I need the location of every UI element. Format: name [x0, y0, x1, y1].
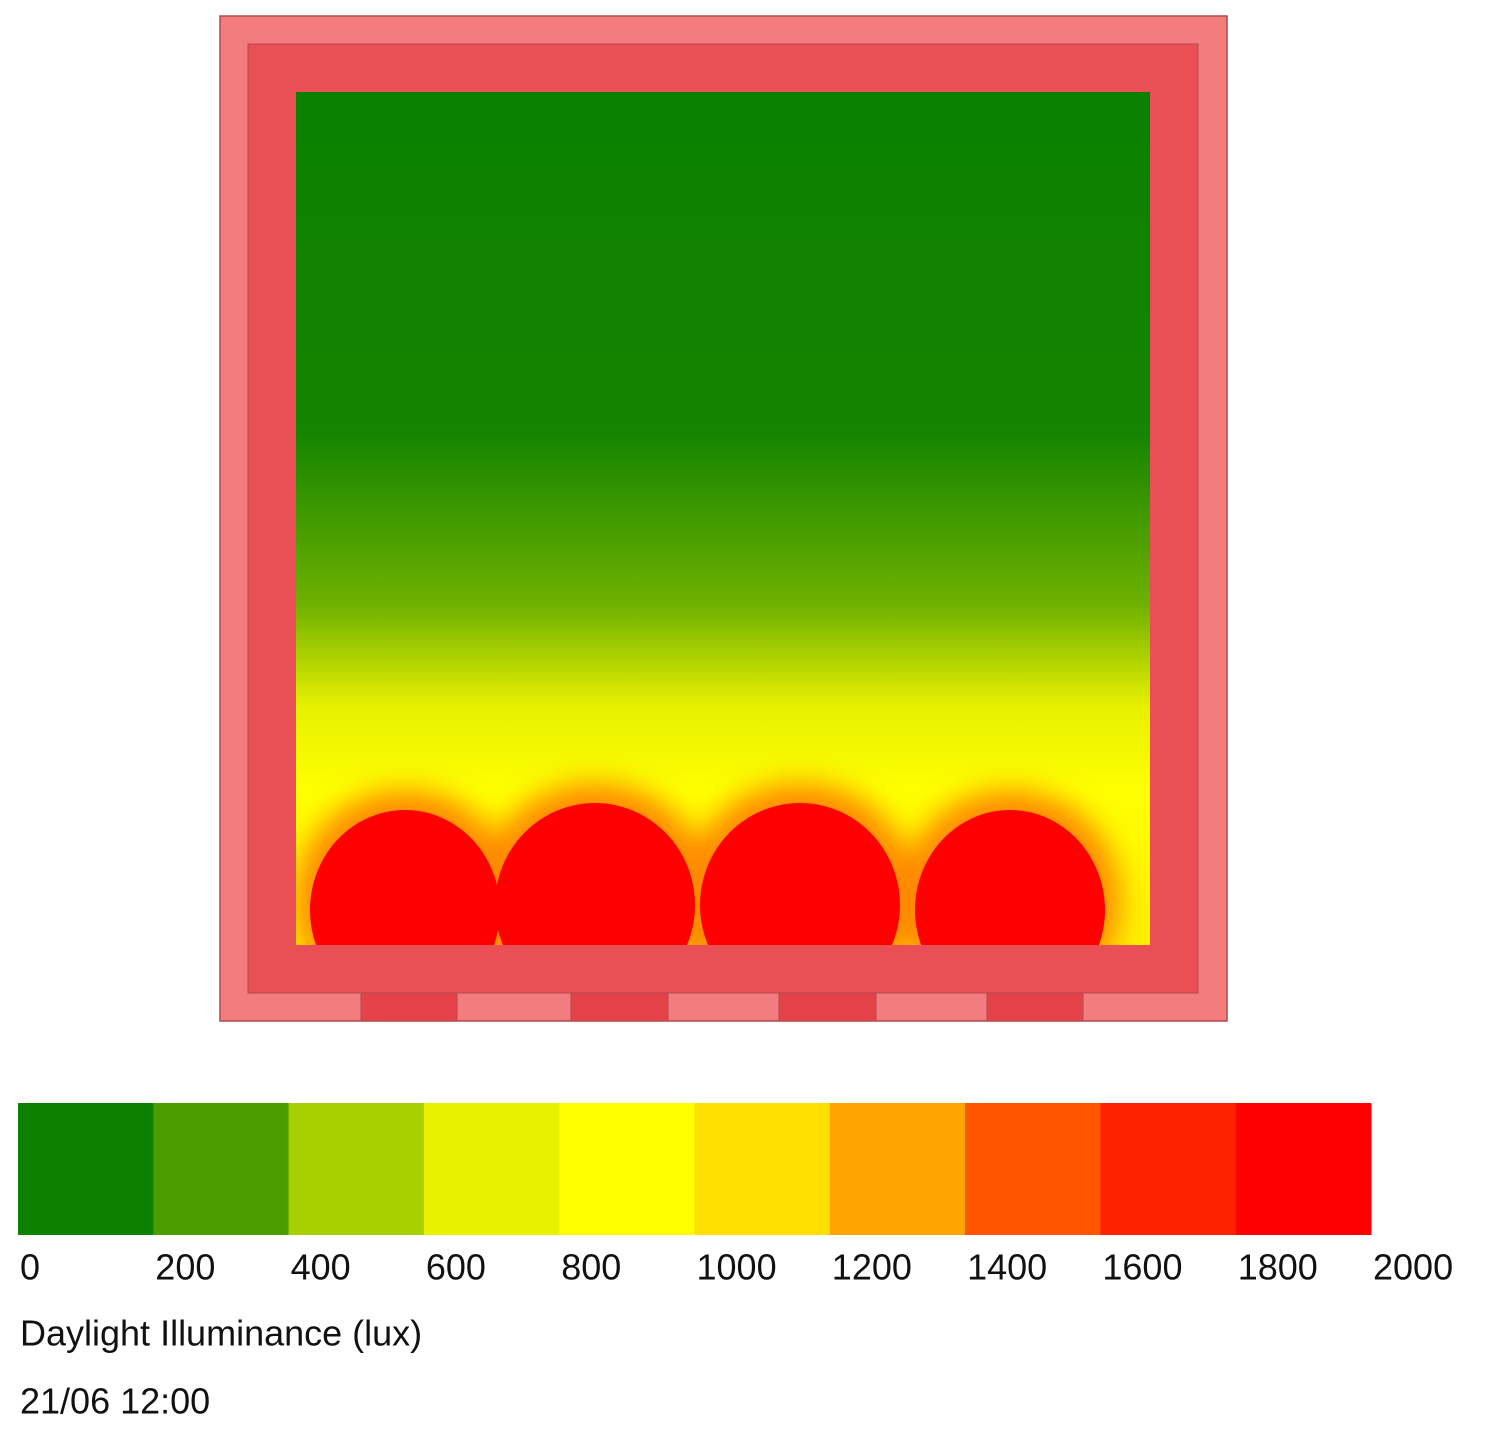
legend-swatch [288, 1103, 425, 1235]
bright-zones [310, 803, 1105, 945]
legend-label: Daylight Illuminance (lux) [20, 1313, 422, 1354]
legend-swatch [1100, 1103, 1237, 1235]
legend-tick-label: 600 [426, 1247, 486, 1288]
legend-swatch [559, 1103, 695, 1235]
legend-tick-label: 1400 [967, 1247, 1047, 1288]
legend-tick-label: 1200 [832, 1247, 912, 1288]
window [360, 992, 458, 1022]
legend-tick-label: 200 [155, 1247, 215, 1288]
timestamp: 21/06 12:00 [20, 1381, 210, 1422]
room-plan [219, 15, 1228, 1022]
legend-swatch [18, 1103, 154, 1235]
legend-tick-label: 1000 [697, 1247, 777, 1288]
legend-swatch [153, 1103, 290, 1235]
legend-swatch [965, 1103, 1101, 1235]
window [986, 992, 1084, 1022]
legend-swatch [1235, 1103, 1372, 1235]
color-legend: 0 200 400 600 800 1000 1200 1400 1600 1800 2000 [18, 1103, 1453, 1288]
legend-tick-label: 1800 [1238, 1247, 1318, 1288]
legend-tick-label: 0 [20, 1247, 40, 1288]
legend-swatch [829, 1103, 966, 1235]
window [570, 992, 669, 1022]
legend-tick-label: 400 [291, 1247, 351, 1288]
legend-tick-label: 800 [561, 1247, 621, 1288]
legend-tick-label: 2000 [1373, 1247, 1453, 1288]
legend-swatch [694, 1103, 831, 1235]
window [778, 992, 877, 1022]
legend-swatch [423, 1103, 560, 1235]
legend-tick-label: 1600 [1102, 1247, 1182, 1288]
illuminance-map [296, 92, 1150, 945]
